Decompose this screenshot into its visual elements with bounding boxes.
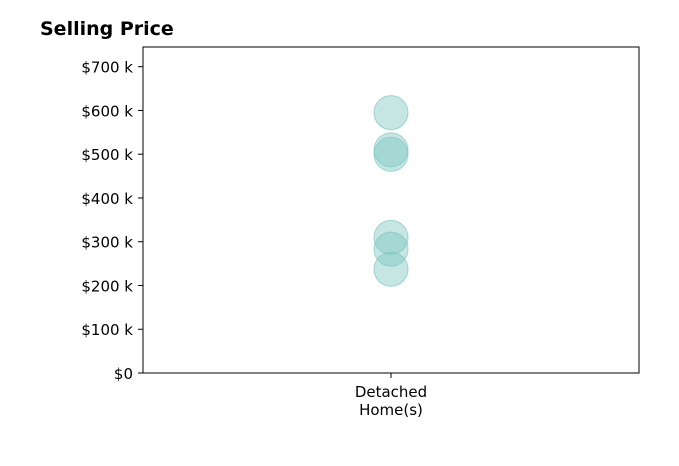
- y-tick-label: $100 k: [81, 321, 133, 339]
- y-tick-label: $300 k: [81, 234, 133, 252]
- y-tick-label: $200 k: [81, 277, 133, 295]
- y-tick-label: $700 k: [81, 59, 133, 77]
- data-point: [373, 251, 409, 287]
- y-tick-label: $500 k: [81, 146, 133, 164]
- data-points: [373, 95, 409, 287]
- data-point: [373, 231, 409, 267]
- plot-area-frame: [142, 46, 640, 374]
- y-axis: $0 $100 k $200 k $300 k $400 k $500 k $600 k $7…: [81, 59, 143, 383]
- x-tick-label: Detached Home(s): [355, 383, 427, 419]
- data-point: [373, 132, 409, 168]
- data-point: [373, 219, 409, 255]
- y-tick-label: $600 k: [81, 102, 133, 120]
- data-point: [373, 95, 409, 131]
- chart-title: Selling Price: [40, 18, 174, 40]
- y-tick-label: $0: [114, 365, 133, 383]
- data-point: [373, 136, 409, 172]
- y-tick-label: $400 k: [81, 190, 133, 208]
- x-axis: Detached Home(s): [355, 373, 427, 419]
